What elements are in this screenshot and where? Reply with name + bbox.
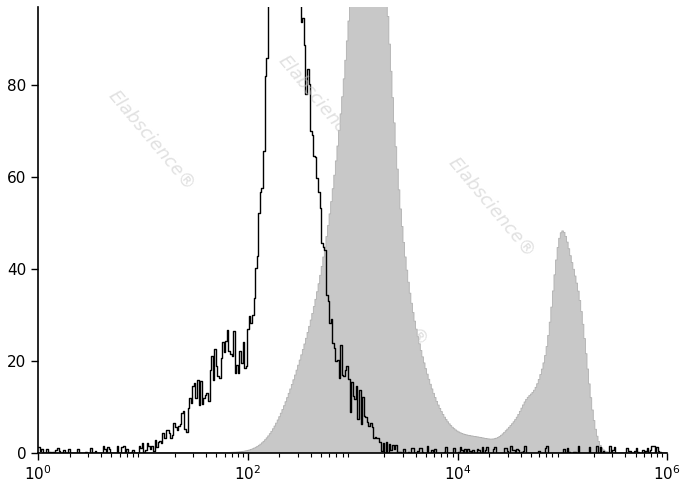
Text: Elabscience®: Elabscience®: [105, 87, 198, 194]
Text: Elabscience®: Elabscience®: [275, 51, 368, 158]
Text: Elabscience®: Elabscience®: [444, 154, 538, 261]
Text: Elabscience®: Elabscience®: [337, 243, 431, 350]
